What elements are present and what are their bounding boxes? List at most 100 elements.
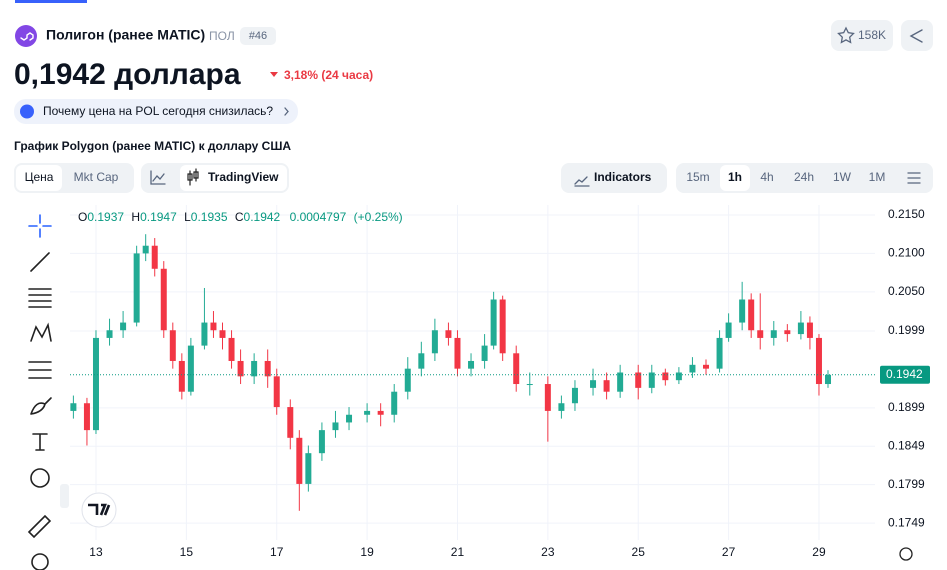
candle-body — [468, 360, 475, 369]
tradingview-logo[interactable] — [81, 492, 117, 528]
candle-body — [264, 360, 271, 377]
candle-body — [219, 330, 226, 338]
timeframe[interactable]: 15m — [686, 170, 709, 184]
candle-body — [617, 372, 624, 392]
last-price-badge — [880, 365, 930, 384]
watchlist-count: 158K — [858, 28, 886, 42]
readout-change-pct: (+0.25%) — [354, 210, 403, 224]
readout-label: L — [184, 210, 191, 224]
candle-icon — [187, 168, 199, 186]
candle-body — [603, 380, 610, 392]
timeframes: 15m 1h 4h 24h 1W 1M — [686, 165, 885, 191]
readout-value: 0.1942 — [244, 210, 281, 224]
candle-body — [151, 245, 158, 269]
ohlc-readout: O0.1937 H0.1947 L0.1935 C0.1942 0.000479… — [78, 210, 403, 224]
zoom-tool[interactable] — [31, 553, 49, 570]
settings-icon[interactable] — [907, 172, 921, 184]
drawing-toolbar — [27, 214, 52, 570]
candle-body — [703, 364, 710, 369]
y-tick-label: 0.2050 — [888, 284, 925, 298]
candle-body — [160, 268, 167, 331]
readout-label: H — [131, 210, 140, 224]
price-change: 3,18% (24 часа) — [284, 68, 373, 82]
indicators-icon — [574, 176, 590, 187]
y-tick-label: 0.1849 — [888, 438, 925, 452]
candle-body — [83, 403, 90, 431]
x-tick-label: 27 — [722, 545, 736, 559]
candle-body — [445, 330, 452, 338]
chart-heading: График Polygon (ранее MATIC) к доллару С… — [14, 139, 291, 153]
candle-body — [120, 322, 127, 331]
candle-body — [318, 430, 325, 454]
coin-logo — [15, 25, 37, 47]
trend-line-tool[interactable] — [30, 252, 50, 272]
ai-icon — [20, 104, 34, 119]
active-view — [180, 165, 287, 191]
candle-body — [784, 330, 791, 335]
candle-body — [635, 372, 642, 388]
coin-ticker: ПОЛ — [209, 29, 235, 43]
coin-name: Полигон (ранее MATIC) — [46, 27, 205, 43]
x-tick-label: 29 — [812, 545, 826, 559]
line-view-icon[interactable] — [150, 170, 166, 185]
crosshair-tool[interactable] — [28, 214, 52, 238]
star-icon — [837, 26, 855, 44]
candle-body — [662, 372, 669, 381]
logo-glyph — [20, 32, 34, 41]
candle-body — [806, 322, 813, 338]
readout-label: O — [78, 210, 87, 224]
candle-body — [490, 299, 497, 346]
y-tick-label: 0.1899 — [888, 400, 925, 414]
indicators-label: Indicators — [594, 170, 652, 184]
share-button[interactable] — [901, 20, 933, 51]
pattern-tool[interactable] — [30, 322, 52, 342]
rank-badge — [240, 27, 276, 45]
y-tick-label: 0.1749 — [888, 515, 925, 529]
candle-body — [364, 410, 371, 415]
candle-body — [716, 337, 723, 369]
chart-settings[interactable] — [899, 547, 913, 561]
timeframe[interactable]: 1h — [728, 170, 742, 184]
candle-body — [513, 353, 520, 385]
chart: 13 15 17 19 21 23 25 27 29 0.2150 0.2100 0.2050 0.19… — [70, 205, 930, 559]
brush-tool[interactable] — [30, 397, 52, 415]
candle-body — [251, 360, 258, 377]
down-arrow — [270, 72, 278, 77]
x-tick-label: 19 — [360, 545, 374, 559]
projection-tool[interactable] — [28, 361, 52, 379]
x-tick-label: 25 — [632, 545, 646, 559]
text-tool[interactable] — [32, 433, 48, 451]
candle-body — [689, 364, 696, 373]
fib-tool[interactable] — [28, 288, 52, 308]
timeframe[interactable]: 1M — [869, 170, 886, 184]
candle-body — [133, 253, 140, 323]
readout-label: C — [235, 210, 244, 224]
last-price-label: 0.1942 — [886, 367, 923, 381]
timeframe[interactable]: 1W — [833, 170, 852, 184]
y-tick-label: 0.2150 — [888, 207, 925, 221]
price: 0,1942 доллара — [14, 58, 241, 91]
candle-body — [92, 337, 99, 431]
ruler-tool[interactable] — [27, 514, 52, 539]
collapse-toolbar[interactable] — [60, 484, 69, 508]
x-tick-label: 13 — [89, 545, 103, 559]
tab[interactable]: Цена — [25, 170, 54, 184]
candle-body — [287, 407, 294, 438]
x-tick-label: 17 — [270, 545, 284, 559]
share-icon — [909, 29, 923, 43]
timeframe[interactable]: 24h — [794, 170, 814, 184]
emoji-tool[interactable] — [30, 468, 50, 488]
readout-value: 0.1937 — [87, 210, 124, 224]
candle-body — [815, 337, 822, 385]
candle-body — [142, 245, 149, 254]
tab[interactable]: Mkt Cap — [74, 170, 119, 184]
candle-body — [228, 337, 235, 361]
candle-body — [757, 330, 764, 338]
question-pill[interactable] — [14, 99, 298, 124]
x-tick-label: 23 — [541, 545, 555, 559]
readout-value: 0.1947 — [140, 210, 177, 224]
candle-body — [571, 387, 578, 404]
timeframe[interactable]: 4h — [760, 170, 773, 184]
view-button[interactable]: TradingView — [208, 170, 279, 184]
